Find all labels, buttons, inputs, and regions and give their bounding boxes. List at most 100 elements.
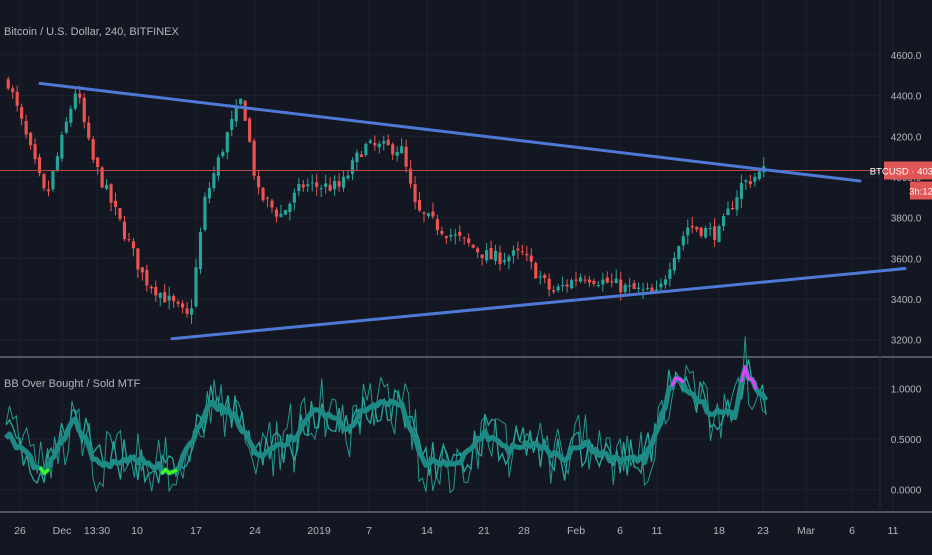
candle-body xyxy=(570,280,573,288)
candle-body xyxy=(664,279,667,285)
candle-body xyxy=(431,211,434,216)
time-axis-label: 11 xyxy=(652,525,663,537)
candle-body xyxy=(713,226,716,239)
time-axis-label: 24 xyxy=(249,525,261,537)
time-axis-label: 14 xyxy=(421,525,433,537)
candle-body xyxy=(624,285,627,292)
candle-body xyxy=(588,280,591,283)
indicator-legend[interactable]: BB Over Bought / Sold MTF xyxy=(4,378,140,390)
candle-body xyxy=(208,188,211,198)
candle-body xyxy=(574,280,577,281)
candle-body xyxy=(691,226,694,227)
price-axis-label: 3200.0 xyxy=(891,336,922,347)
candle-body xyxy=(190,308,193,314)
time-axis-label: 17 xyxy=(190,525,202,537)
candle-body xyxy=(159,293,162,298)
candle-body xyxy=(628,285,631,286)
candle-body xyxy=(96,158,99,167)
time-axis-label: 10 xyxy=(131,525,143,537)
candle-body xyxy=(257,176,260,187)
candle-body xyxy=(288,204,291,212)
candle-body xyxy=(722,216,725,226)
candle-body xyxy=(78,94,81,98)
candle-body xyxy=(342,177,345,188)
candle-body xyxy=(311,182,314,183)
candle-body xyxy=(400,146,403,153)
candle-body xyxy=(700,228,703,236)
candle-body xyxy=(579,277,582,281)
candle-body xyxy=(494,251,497,261)
candle-body xyxy=(391,144,394,154)
candle-body xyxy=(659,284,662,288)
candle-body xyxy=(16,92,19,106)
candle-body xyxy=(557,286,560,290)
candle-body xyxy=(543,275,546,278)
time-axis-label: 7 xyxy=(366,525,372,537)
candle-body xyxy=(181,303,184,307)
time-axis-label: 13:30 xyxy=(84,525,110,537)
candle-body xyxy=(56,156,59,170)
candle-body xyxy=(221,152,224,156)
candle-body xyxy=(203,197,206,230)
time-axis-label: 23 xyxy=(757,525,769,537)
candle-body xyxy=(127,239,130,240)
price-axis-label: 3400.0 xyxy=(891,295,922,306)
candle-body xyxy=(33,144,36,159)
candle-body xyxy=(606,278,609,283)
candle-body xyxy=(51,170,54,189)
candle-body xyxy=(592,281,595,284)
time-axis-label: 21 xyxy=(478,525,490,537)
time-axis-label: 18 xyxy=(713,525,725,537)
candle-body xyxy=(65,122,68,133)
candle-body xyxy=(709,228,712,229)
candle-body xyxy=(270,201,273,208)
candle-body xyxy=(364,144,367,155)
candle-body xyxy=(114,201,117,207)
candle-body xyxy=(735,197,738,210)
candle-body xyxy=(302,184,305,187)
candle-body xyxy=(29,133,32,145)
indicator-axis-label: 0.0000 xyxy=(891,486,922,497)
candle-body xyxy=(226,132,229,152)
candle-body xyxy=(481,254,484,258)
candle-body xyxy=(436,219,439,230)
candle-body xyxy=(637,288,640,289)
candle-body xyxy=(172,296,175,301)
time-axis-label: 28 xyxy=(518,525,530,537)
candle-body xyxy=(83,98,86,122)
candle-body xyxy=(641,289,644,290)
candle-body xyxy=(87,123,90,139)
symbol-legend[interactable]: Bitcoin / U.S. Dollar, 240, BITFINEX xyxy=(4,26,179,38)
candle-body xyxy=(548,279,551,290)
candle-body xyxy=(333,181,336,189)
candle-body xyxy=(695,227,698,230)
candle-body xyxy=(337,181,340,186)
candle-body xyxy=(740,183,743,199)
candle-body xyxy=(306,184,309,186)
candle-body xyxy=(136,248,139,269)
candle-body xyxy=(239,99,242,104)
candle-body xyxy=(105,185,108,189)
candle-body xyxy=(118,208,121,219)
candle-body xyxy=(615,279,618,284)
candle-body xyxy=(275,210,278,217)
candle-body xyxy=(297,184,300,191)
price-tag-label: BTCUSD · 4031.9 xyxy=(870,166,932,177)
candle-body xyxy=(686,228,689,236)
candle-body xyxy=(597,285,600,286)
candle-body xyxy=(530,255,533,261)
candle-body xyxy=(382,141,385,143)
candle-body xyxy=(413,184,416,202)
candle-body xyxy=(552,290,555,292)
candle-body xyxy=(396,152,399,156)
candle-body xyxy=(351,160,354,174)
candle-body xyxy=(753,177,756,182)
candle-body xyxy=(123,222,126,240)
candle-body xyxy=(668,269,671,279)
candle-body xyxy=(261,188,264,200)
indicator-axis-label: 0.5000 xyxy=(891,435,922,446)
candle-body xyxy=(141,267,144,272)
time-axis-label: 6 xyxy=(617,525,623,537)
